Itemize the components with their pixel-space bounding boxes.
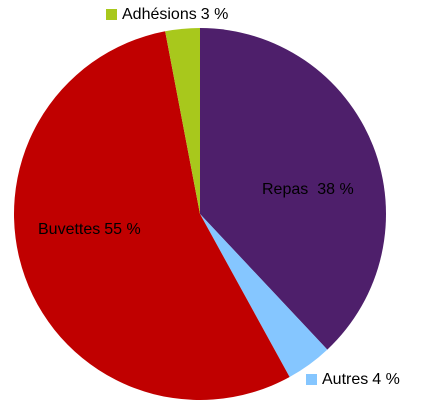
category-name: Autres: [322, 371, 368, 388]
pie-slice: [200, 214, 328, 377]
category-name: Repas: [262, 181, 308, 198]
value-label: 55 %: [104, 221, 140, 238]
data-label: Buvettes 55 %: [38, 221, 141, 238]
value-label: 4 %: [372, 371, 400, 388]
category-name: Adhésions: [122, 6, 197, 23]
data-label: Autres 4 %: [322, 371, 400, 388]
category-name: Buvettes: [38, 221, 100, 238]
label-swatch: [306, 374, 317, 385]
value-label: 38 %: [317, 181, 353, 198]
data-label: Adhésions 3 %: [122, 6, 228, 23]
value-label: 3 %: [201, 6, 229, 23]
pie-slice: [165, 28, 200, 214]
pie-slice: [200, 28, 387, 350]
label-swatch: [106, 9, 117, 20]
pie-slice: [14, 31, 290, 400]
data-label: Repas 38 %: [262, 181, 354, 198]
